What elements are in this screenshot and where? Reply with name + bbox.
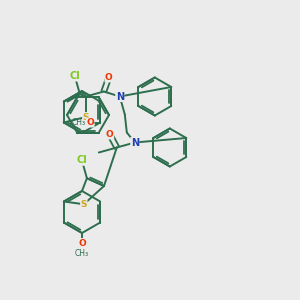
Text: Cl: Cl [76, 155, 87, 165]
Text: O: O [86, 118, 94, 127]
Text: O: O [78, 238, 86, 247]
Text: CH₃: CH₃ [75, 248, 89, 257]
Text: CH₃: CH₃ [72, 118, 86, 127]
Text: N: N [131, 137, 139, 148]
Text: Cl: Cl [69, 71, 80, 81]
Text: N: N [116, 92, 124, 101]
Text: S: S [82, 112, 89, 122]
Text: O: O [106, 130, 114, 139]
Text: S: S [81, 200, 87, 209]
Text: O: O [105, 73, 113, 82]
